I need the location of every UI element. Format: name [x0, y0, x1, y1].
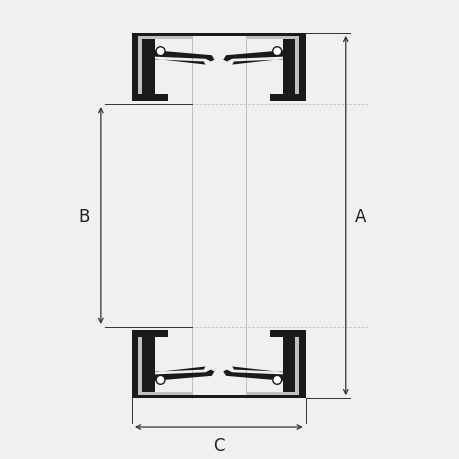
Polygon shape — [138, 392, 192, 395]
Polygon shape — [152, 367, 205, 375]
Polygon shape — [282, 337, 295, 392]
Polygon shape — [138, 37, 192, 39]
Polygon shape — [132, 34, 192, 39]
Polygon shape — [245, 392, 299, 395]
Polygon shape — [269, 95, 305, 101]
Polygon shape — [152, 56, 205, 66]
Polygon shape — [132, 337, 138, 398]
Polygon shape — [282, 39, 295, 95]
Polygon shape — [138, 337, 142, 392]
Polygon shape — [152, 370, 214, 385]
Polygon shape — [245, 392, 305, 398]
Circle shape — [156, 375, 165, 385]
Polygon shape — [152, 48, 214, 62]
Polygon shape — [192, 395, 245, 398]
Polygon shape — [245, 34, 305, 39]
Polygon shape — [295, 337, 299, 392]
Text: A: A — [354, 207, 365, 225]
Polygon shape — [132, 34, 138, 95]
Polygon shape — [132, 395, 305, 398]
Polygon shape — [132, 330, 167, 337]
Polygon shape — [245, 37, 299, 39]
Circle shape — [272, 375, 281, 385]
Polygon shape — [295, 39, 299, 95]
Polygon shape — [232, 367, 285, 375]
Circle shape — [156, 48, 165, 56]
Polygon shape — [299, 337, 305, 398]
Polygon shape — [299, 34, 305, 95]
Polygon shape — [232, 56, 285, 66]
Polygon shape — [192, 34, 245, 37]
Polygon shape — [142, 39, 154, 95]
Polygon shape — [132, 392, 192, 398]
Polygon shape — [132, 34, 305, 37]
Text: B: B — [78, 207, 90, 225]
Polygon shape — [138, 39, 142, 95]
Polygon shape — [223, 370, 285, 385]
Circle shape — [272, 48, 281, 56]
Polygon shape — [142, 337, 154, 392]
Polygon shape — [223, 48, 285, 62]
Polygon shape — [132, 95, 167, 101]
Polygon shape — [269, 330, 305, 337]
Text: C: C — [213, 436, 224, 454]
